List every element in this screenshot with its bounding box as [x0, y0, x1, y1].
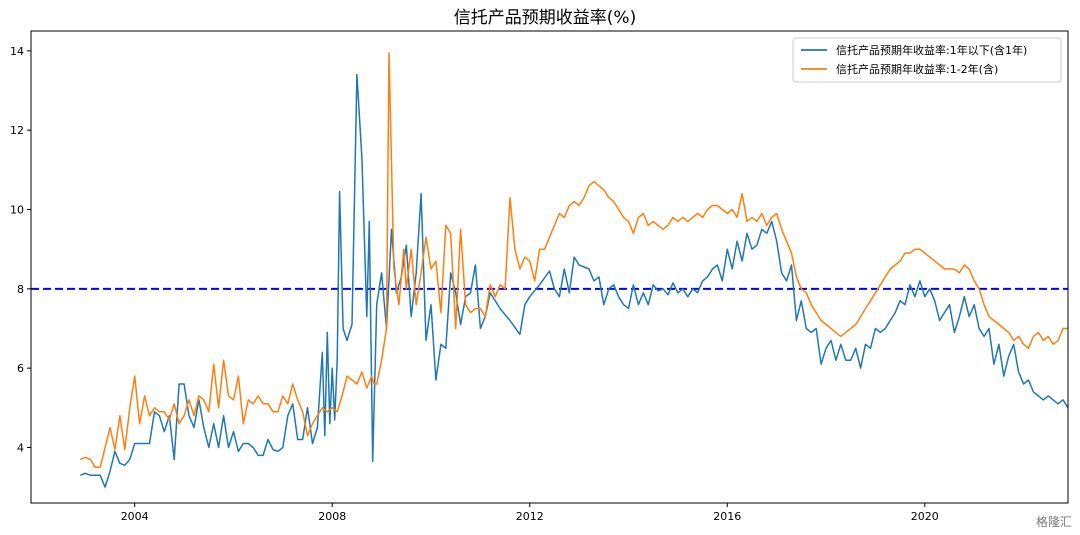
x-axis: 200420082012201620202024: [121, 503, 939, 523]
x-tick-label: 2016: [713, 510, 741, 523]
legend-box: [792, 37, 1062, 83]
series-line-1: [80, 73, 1068, 488]
legend-label-2: 信托产品预期年收益率:1-2年(含): [836, 62, 998, 76]
chart-title: 信托产品预期收益率(%): [454, 8, 636, 28]
y-axis: 4 6 8 10 12 14: [10, 45, 31, 454]
legend-label-1: 信托产品预期年收益率:1年以下(含1年): [836, 43, 1027, 57]
y-tick-label: 12: [10, 124, 24, 137]
y-tick-label: 4: [17, 441, 24, 454]
series-group: [31, 52, 1068, 488]
y-tick-label: 10: [10, 203, 24, 216]
x-tick-label: 2020: [911, 510, 939, 523]
y-tick-label: 14: [10, 45, 24, 58]
y-tick-label: 6: [17, 362, 24, 375]
series-line-2: [80, 52, 1068, 469]
legend: 信托产品预期年收益率:1年以下(含1年) 信托产品预期年收益率:1-2年(含): [792, 37, 1062, 83]
watermark: 格隆汇: [1036, 514, 1072, 529]
x-tick-label: 2004: [121, 510, 149, 523]
x-tick-label: 2012: [516, 510, 544, 523]
plot-area: [31, 52, 1068, 488]
plot-frame: [30, 30, 1069, 504]
x-tick-label: 2008: [318, 510, 346, 523]
y-tick-label: 8: [17, 283, 24, 296]
